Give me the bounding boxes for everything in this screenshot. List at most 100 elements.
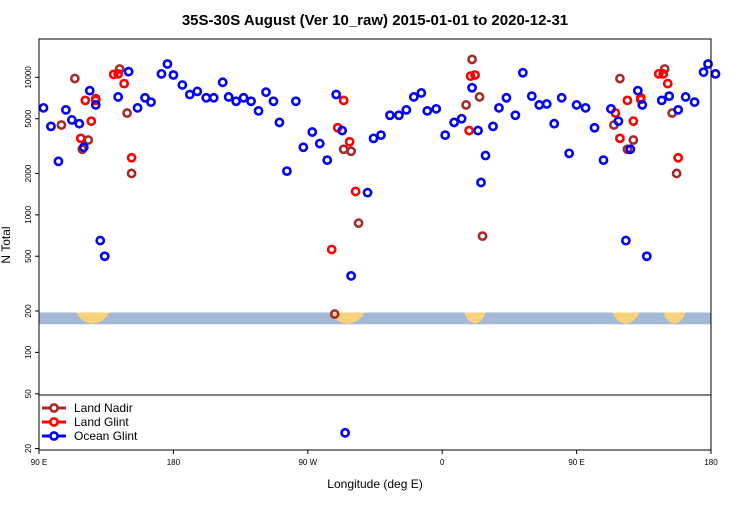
chart-title: 35S-30S August (Ver 10_raw) 2015-01-01 t… <box>182 12 568 29</box>
land-nadir-point-17 <box>615 73 625 84</box>
land-nadir-point-1 <box>56 120 67 130</box>
ocean-glint-point-48 <box>401 104 412 115</box>
ocean-glint-point-5 <box>66 115 77 125</box>
ocean-glint-point-57 <box>473 125 483 136</box>
y-tick-label-2: 100 <box>24 345 33 359</box>
ocean-glint-point-26 <box>223 92 234 102</box>
ocean-glint-point-44 <box>368 133 379 144</box>
ocean-glint-point-1 <box>38 102 49 113</box>
ocean-glint-point-59 <box>480 150 491 161</box>
ocean-glint-point-23 <box>201 92 212 103</box>
y-axis: 20 50 100 200 500 1000 2000 5000 10000 <box>24 66 39 453</box>
ocean-glint-point-30 <box>253 106 264 116</box>
land-nadir-point-2 <box>69 73 80 84</box>
land-glint-point-6 <box>108 69 119 80</box>
ocean-glint-point-9 <box>90 100 101 110</box>
ocean-glint-point-8 <box>84 85 95 96</box>
ocean-glint-point-72 <box>580 102 591 113</box>
ocean-glint-point-18 <box>162 59 173 69</box>
legend: Land Nadir Land Glint Ocean Glint <box>42 401 138 443</box>
land-glint-point-10 <box>326 244 337 255</box>
land-glint-point-8 <box>119 78 130 89</box>
ocean-glint-point-61 <box>494 102 504 113</box>
legend-label-ocean-glint: Ocean Glint <box>74 429 138 443</box>
y-tick-label-8: 10000 <box>24 66 33 89</box>
ocean-glint-point-50 <box>416 88 427 98</box>
ocean-glint-point-80 <box>637 100 648 110</box>
ocean-glint-point-7 <box>78 142 89 153</box>
map-ocean-band <box>39 312 711 325</box>
ocean-glint-point-71 <box>571 100 582 110</box>
land-glint-point-21 <box>628 116 639 127</box>
ocean-glint-point-87 <box>698 67 709 78</box>
ocean-glint-point-51 <box>422 106 433 116</box>
y-tick-label-7: 5000 <box>24 109 33 127</box>
ocean-glint-point-19 <box>168 70 179 80</box>
ocean-glint-point-58 <box>476 177 486 188</box>
ocean-glint-point-78 <box>625 144 636 155</box>
ocean-glint-point-16 <box>146 97 156 108</box>
ocean-glint-point-85 <box>680 92 691 102</box>
land-nadir-point-14 <box>474 92 485 102</box>
ocean-glint-point-41 <box>337 125 348 136</box>
ocean-glint-point-75 <box>606 103 616 114</box>
land-glint-point-24 <box>653 68 664 79</box>
legend-marker-land-nadir <box>49 403 59 413</box>
ocean-glint-point-60 <box>488 121 498 132</box>
ocean-glint-point-45 <box>376 130 386 141</box>
land-nadir-point-19 <box>628 135 639 145</box>
ocean-glint-point-27 <box>231 96 242 107</box>
ocean-glint-point-13 <box>123 66 134 77</box>
x-axis-label: Longitude (deg E) <box>327 477 422 491</box>
land-nadir-point-9 <box>338 144 349 155</box>
plot-frame <box>38 38 712 451</box>
ocean-glint-point-38 <box>314 138 325 149</box>
x-tick-label-3: 0 <box>440 458 445 467</box>
ocean-glint-point-40 <box>331 89 342 100</box>
ocean-glint-point-70 <box>564 148 575 159</box>
ocean-glint-point-79 <box>632 85 643 96</box>
ocean-glint-point-37 <box>307 127 318 137</box>
land-glint-point-1 <box>75 133 86 144</box>
land-glint-point-16 <box>465 71 476 82</box>
land-nadir-point-11 <box>353 218 364 229</box>
x-tick-label-0: 90 E <box>31 458 47 467</box>
ocean-glint-point-20 <box>177 80 188 90</box>
data-points <box>38 54 721 438</box>
x-tick-label-5: 180 <box>704 458 718 467</box>
land-nadir-point-20 <box>659 64 670 74</box>
map-land-3 <box>464 312 486 324</box>
ocean-glint-point-10 <box>95 235 106 246</box>
ocean-glint-point-64 <box>517 67 528 78</box>
land-nadir-point-6 <box>122 108 133 118</box>
ocean-glint-point-53 <box>440 130 451 141</box>
ocean-glint-point-25 <box>217 77 228 88</box>
land-glint-point-26 <box>662 78 673 89</box>
x-tick-label-2: 90 W <box>298 458 317 467</box>
legend-marker-ocean-glint <box>49 431 59 441</box>
ocean-glint-point-90 <box>340 427 351 438</box>
y-tick-label-1: 50 <box>24 389 33 398</box>
ocean-glint-point-43 <box>362 187 373 198</box>
ocean-glint-point-14 <box>132 102 143 113</box>
legend-label-land-nadir: Land Nadir <box>74 401 133 415</box>
ocean-glint-point-24 <box>208 92 219 103</box>
land-glint-point-25 <box>658 68 669 79</box>
ocean-glint-point-56 <box>467 82 477 93</box>
y-tick-label-3: 200 <box>24 304 33 318</box>
ocean-glint-point-6 <box>74 118 85 129</box>
ocean-glint-point-28 <box>238 92 249 103</box>
ocean-glint-point-86 <box>689 97 700 108</box>
ocean-glint-point-34 <box>281 166 292 177</box>
ocean-glint-point-47 <box>393 110 404 121</box>
y-tick-label-6: 2000 <box>24 164 33 182</box>
ocean-glint-point-66 <box>534 100 545 110</box>
ocean-glint-point-22 <box>192 86 203 97</box>
ocean-glint-point-31 <box>261 87 271 98</box>
map-land-5 <box>663 312 686 324</box>
ocean-glint-point-32 <box>268 96 279 107</box>
ocean-glint-point-76 <box>613 116 624 127</box>
ocean-glint-point-68 <box>549 118 560 129</box>
ocean-glint-point-65 <box>526 91 537 102</box>
